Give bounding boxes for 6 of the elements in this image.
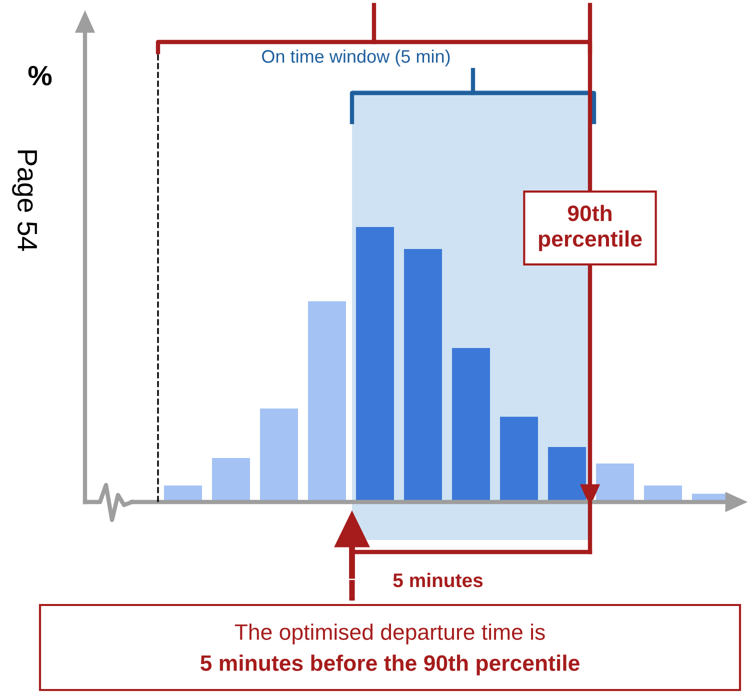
text: 5 minutes	[393, 572, 483, 588]
text: Page 54	[12, 150, 37, 251]
annotation: 90th percentile	[538, 204, 642, 252]
text: The optimised departure time is 5 minutes before the 90th percentile	[200, 624, 580, 676]
text: On time window (5 min)	[262, 50, 450, 66]
text: %	[28, 66, 52, 86]
